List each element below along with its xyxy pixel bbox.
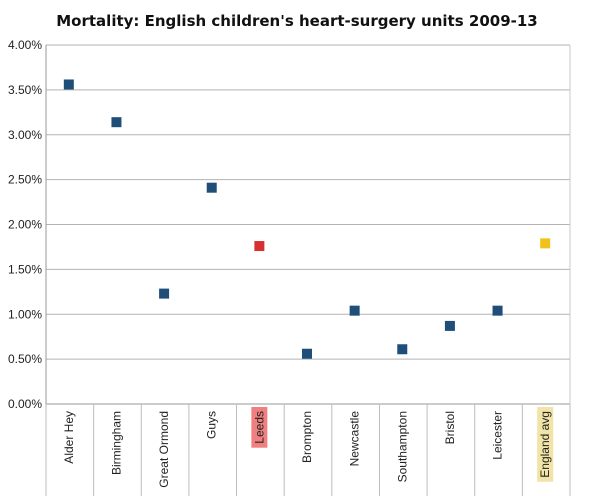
x-tick-label-group: Newcastle xyxy=(348,411,362,467)
y-tick-label: 2.00% xyxy=(8,218,42,232)
x-tick-label-group: Leeds xyxy=(251,407,268,448)
x-tick-label: Southampton xyxy=(395,411,409,482)
x-tick-label: Newcastle xyxy=(348,411,362,467)
x-tick-label: Birmingham xyxy=(109,411,123,475)
y-tick-label: 3.50% xyxy=(8,83,42,97)
data-point xyxy=(492,305,503,316)
data-point xyxy=(444,320,455,331)
data-point xyxy=(111,117,122,128)
x-axis-labels: Alder Hey Birmingham Great Ormond Guys Leeds… xyxy=(62,407,554,488)
y-tick-label: 0.50% xyxy=(8,352,42,366)
x-tick-label: Bristol xyxy=(443,411,457,444)
x-tick-label-group: Birmingham xyxy=(109,411,123,475)
x-tick-label-group: Southampton xyxy=(395,411,409,482)
y-tick-label: 0.00% xyxy=(8,397,42,411)
y-tick-label: 2.50% xyxy=(8,173,42,187)
y-tick-label: 1.50% xyxy=(8,262,42,276)
grid-layer xyxy=(45,44,571,496)
x-tick-label: Great Ormond xyxy=(157,411,171,488)
data-points xyxy=(63,79,551,359)
x-tick-label-group: Guys xyxy=(205,411,219,439)
y-tick-label: 1.00% xyxy=(8,307,42,321)
chart-title: Mortality: English children's heart-surg… xyxy=(56,12,537,30)
y-tick-label: 4.00% xyxy=(8,38,42,52)
data-point xyxy=(540,238,551,249)
x-tick-label-group: Great Ormond xyxy=(157,411,171,488)
data-point xyxy=(63,79,74,90)
x-tick-label: Brompton xyxy=(300,411,314,463)
data-point xyxy=(302,348,312,359)
x-tick-label: Alder Hey xyxy=(62,411,76,464)
data-point xyxy=(206,182,217,193)
x-tick-label-group: Leicester xyxy=(491,411,505,460)
data-point xyxy=(254,241,265,252)
y-tick-label: 3.00% xyxy=(8,128,42,142)
y-axis-ticks: 0.00% 0.50% 1.00% 1.50% 2.00% 2.50% 3.00% 3.50%… xyxy=(8,38,42,411)
x-tick-label-group: Brompton xyxy=(300,411,314,463)
x-tick-label: Guys xyxy=(205,411,219,439)
x-tick-label-group: Alder Hey xyxy=(62,411,76,464)
x-tick-label-group: England avg xyxy=(537,407,554,482)
x-tick-label-highlight xyxy=(537,407,554,482)
x-tick-label-highlight xyxy=(251,407,268,448)
x-tick-label: England avg xyxy=(538,411,552,478)
data-point xyxy=(349,305,360,316)
data-point xyxy=(397,344,408,355)
x-tick-label: Leicester xyxy=(491,411,505,460)
data-point xyxy=(159,288,170,299)
x-tick-label-group: Bristol xyxy=(443,411,457,444)
x-tick-label: Leeds xyxy=(252,411,266,444)
